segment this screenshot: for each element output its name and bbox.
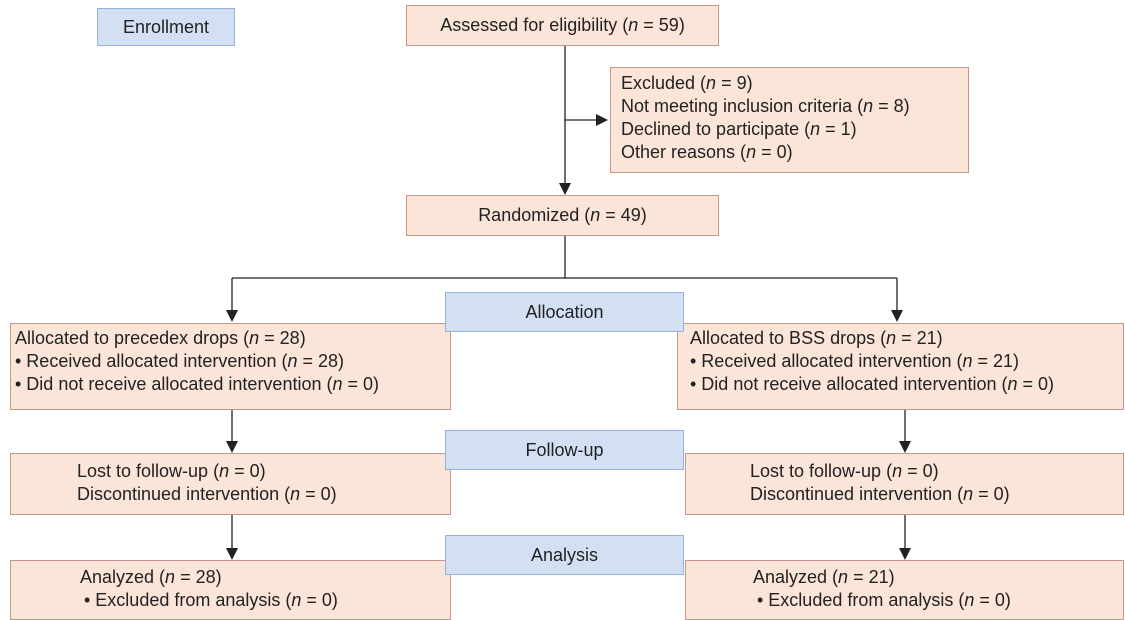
box-line: Analyzed (n = 28) [80, 567, 222, 587]
analysis-box: Analyzed (n = 21) • Excluded from analys… [685, 560, 1124, 620]
box-line: • Did not receive allocated intervention… [690, 374, 1055, 394]
box-line: Allocated to precedex drops (n = 28) [15, 328, 306, 348]
box-line: • Did not receive allocated intervention… [15, 374, 380, 394]
box-line: Lost to follow-up (n = 0) [750, 461, 939, 481]
excluded-line: Not meeting inclusion criteria (n = 8) [621, 96, 910, 116]
allocation-box: Allocated to BSS drops (n = 21) • Receiv… [677, 323, 1124, 410]
enrollment-label: Enrollment [97, 8, 235, 46]
arrowhead [899, 548, 911, 560]
arrowhead [559, 183, 571, 195]
box-line: Lost to follow-up (n = 0) [77, 461, 266, 481]
randomized-box: Randomized (n = 49) [406, 195, 719, 236]
analysis-box: Analyzed (n = 28) • Excluded from analys… [10, 560, 451, 620]
box-line: Allocated to BSS drops (n = 21) [690, 328, 943, 348]
arrowhead [226, 441, 238, 453]
excluded-box: Excluded (n = 9) Not meeting inclusion c… [610, 67, 969, 173]
arrowhead [226, 548, 238, 560]
follow-up-box: Lost to follow-up (n = 0) Discontinued i… [10, 453, 451, 515]
arrowhead [899, 441, 911, 453]
allocation-box: Allocated to precedex drops (n = 28) • R… [10, 323, 451, 410]
follow-up-box: Lost to follow-up (n = 0) Discontinued i… [685, 453, 1124, 515]
box-line: • Excluded from analysis (n = 0) [84, 590, 338, 610]
box-line: Discontinued intervention (n = 0) [750, 484, 1010, 504]
box-line: Discontinued intervention (n = 0) [77, 484, 337, 504]
arrowhead [226, 310, 238, 322]
excluded-line: Excluded (n = 9) [621, 73, 753, 93]
box-line: • Received allocated intervention (n = 2… [15, 351, 344, 371]
arrowhead [596, 114, 608, 126]
stage-label: Follow-up [445, 430, 684, 470]
stage-label: Allocation [445, 292, 684, 332]
assessed-box: Assessed for eligibility (n = 59) [406, 5, 719, 46]
excluded-line: Other reasons (n = 0) [621, 142, 793, 162]
excluded-line: Declined to participate (n = 1) [621, 119, 857, 139]
stage-label: Analysis [445, 535, 684, 575]
box-line: • Excluded from analysis (n = 0) [757, 590, 1011, 610]
box-line: • Received allocated intervention (n = 2… [690, 351, 1019, 371]
box-line: Analyzed (n = 21) [753, 567, 895, 587]
arrowhead [891, 310, 903, 322]
